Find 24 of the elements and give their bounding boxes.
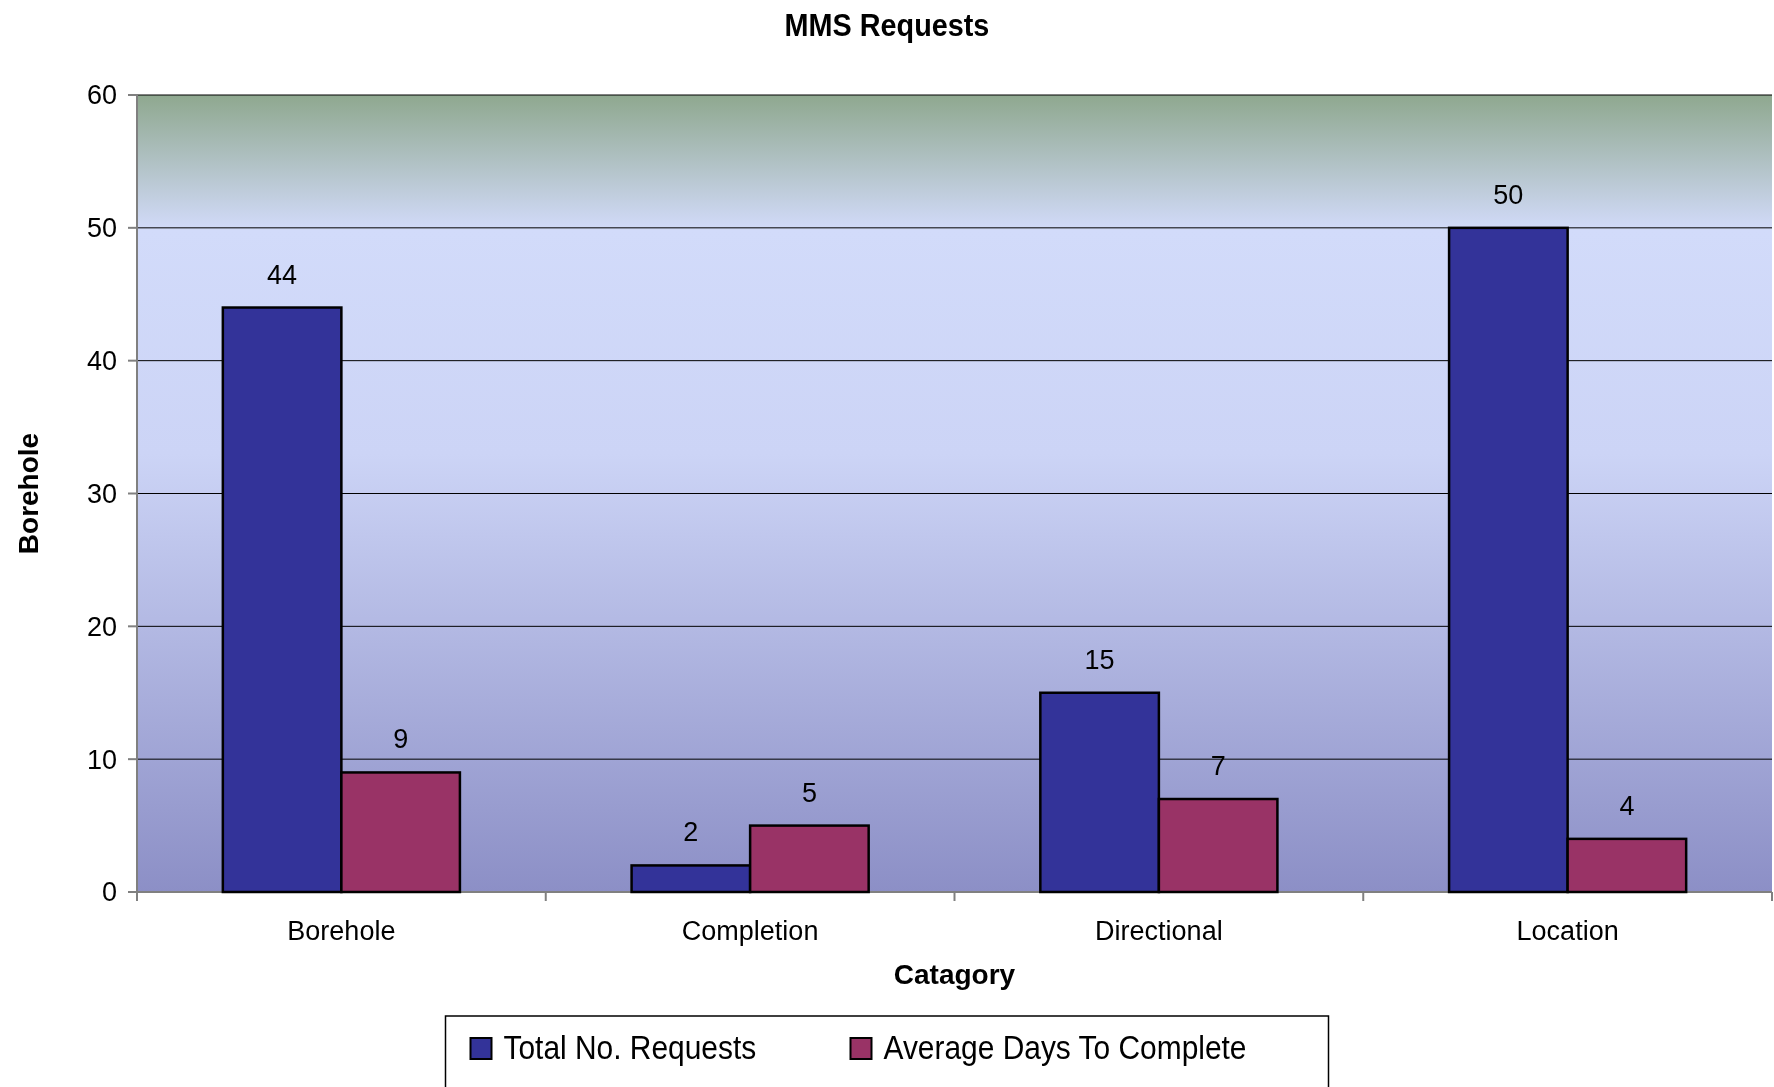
y-axis-title: Borehole xyxy=(13,432,44,555)
y-tick-label: 10 xyxy=(86,744,117,775)
x-tick-label: Location xyxy=(1516,916,1619,946)
data-label: 9 xyxy=(393,724,409,755)
data-label: 50 xyxy=(1493,179,1524,210)
y-tick-label: 50 xyxy=(86,213,117,244)
data-label: 44 xyxy=(267,259,298,290)
y-tick-label: 30 xyxy=(86,478,117,509)
legend-label: Total No. Requests xyxy=(503,1028,757,1067)
y-tick-label: 0 xyxy=(101,877,117,908)
y-tick-label: 60 xyxy=(86,80,117,111)
chart-title: MMS Requests xyxy=(784,6,990,44)
y-tick-label: 40 xyxy=(86,346,117,377)
data-label: 5 xyxy=(801,777,817,808)
x-tick-label: Completion xyxy=(681,916,819,946)
x-axis-title: Catagory xyxy=(893,959,1016,990)
data-label: 7 xyxy=(1210,751,1226,782)
data-label: 4 xyxy=(1619,790,1635,821)
data-label: 2 xyxy=(683,817,699,848)
x-tick-label: Borehole xyxy=(287,916,396,946)
legend-label: Average Days To Complete xyxy=(883,1028,1247,1067)
data-label: 15 xyxy=(1084,644,1115,675)
x-tick-label: Directional xyxy=(1095,916,1223,946)
y-tick-label: 20 xyxy=(86,611,117,642)
